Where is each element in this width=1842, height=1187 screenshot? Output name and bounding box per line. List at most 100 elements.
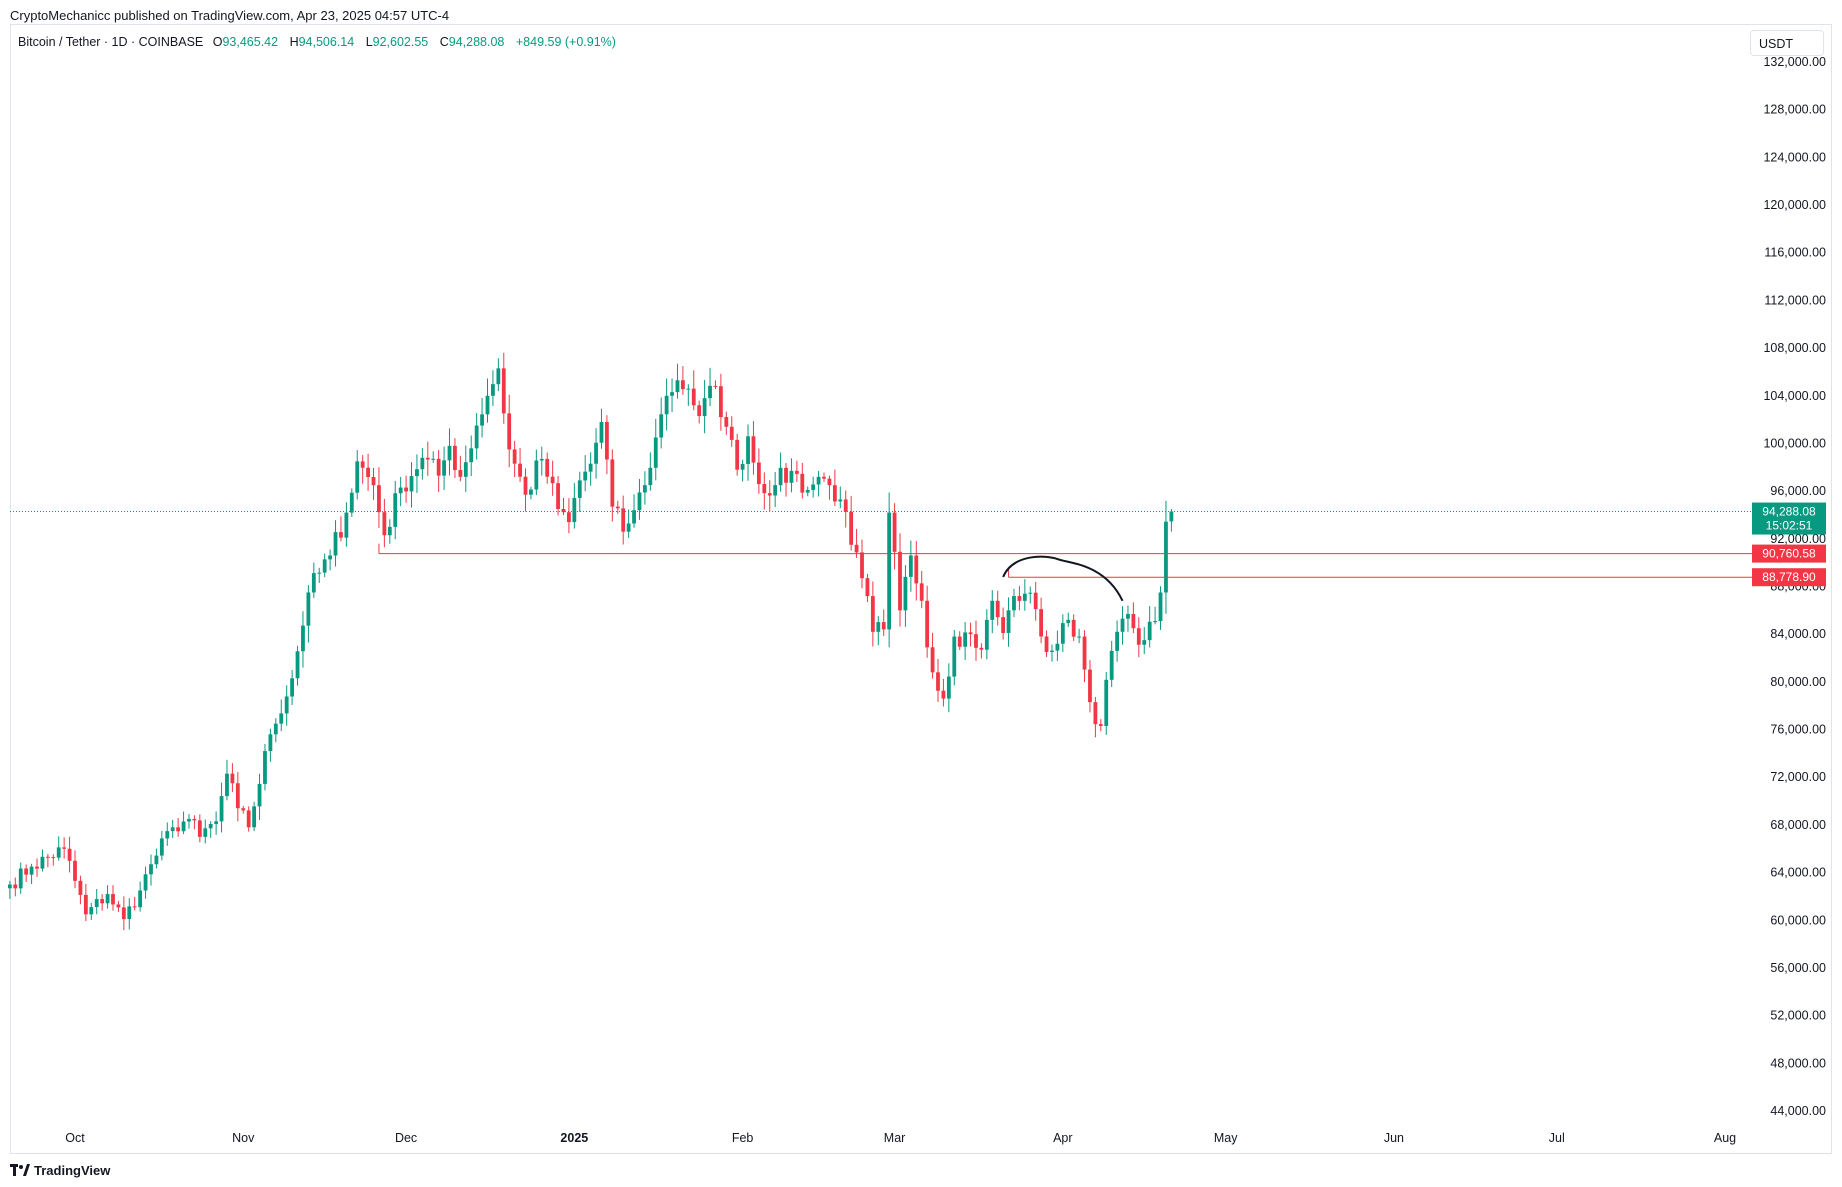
candle-body — [306, 592, 311, 626]
y-tick-label: 60,000.00 — [1770, 913, 1826, 927]
candle-body — [387, 526, 392, 536]
candle-body — [197, 820, 202, 837]
candle-body — [165, 831, 170, 839]
symbol-title[interactable]: Bitcoin / Tether · 1D · COINBASE — [18, 35, 204, 49]
candle-body — [1169, 511, 1174, 522]
candle-body — [1044, 636, 1049, 653]
candle-body — [735, 439, 740, 470]
candle-body — [1022, 593, 1027, 601]
ohlc-legend: Bitcoin / Tether · 1D · COINBASE O93,465… — [18, 35, 624, 49]
candle-body — [263, 751, 267, 784]
candle-body — [235, 783, 240, 809]
candle-body — [149, 864, 153, 875]
low-value: 92,602.55 — [372, 35, 429, 49]
candle-body — [252, 806, 257, 828]
candle-body — [284, 696, 289, 714]
candle-body — [1077, 636, 1082, 638]
candle-body — [697, 405, 702, 417]
y-tick-label: 124,000.00 — [1763, 150, 1826, 164]
y-tick-label: 92,000.00 — [1770, 532, 1826, 546]
candle-body — [881, 622, 886, 630]
candle-body — [35, 866, 39, 869]
candle-body — [507, 413, 512, 450]
candle-body — [1006, 610, 1011, 633]
candle-body — [1050, 650, 1054, 653]
y-tick-label: 112,000.00 — [1764, 293, 1826, 307]
footer-brand[interactable]: TradingView — [10, 1160, 110, 1180]
candle-body — [159, 838, 164, 856]
candle-body — [442, 460, 446, 476]
y-tick-label: 128,000.00 — [1763, 103, 1826, 117]
candle-body — [637, 492, 642, 511]
currency-unit-button[interactable]: USDT — [1750, 30, 1824, 56]
candle-body — [458, 469, 463, 477]
candle-body — [605, 421, 609, 460]
y-tick-label: 104,000.00 — [1763, 389, 1826, 403]
candle-body — [545, 458, 550, 477]
candle-body — [203, 828, 208, 837]
candle-body — [941, 690, 946, 699]
candle-body — [24, 868, 29, 875]
candle-body — [225, 773, 229, 797]
candle-body — [610, 459, 615, 507]
candle-body — [936, 672, 940, 691]
arc-drawing[interactable] — [1002, 555, 1124, 602]
candle-body — [588, 463, 593, 472]
footer-brand-label: TradingView — [34, 1162, 111, 1178]
candle-body — [360, 461, 365, 468]
candle-body — [550, 476, 555, 484]
candle-body — [680, 380, 685, 390]
candle-body — [453, 445, 457, 470]
candle-body — [664, 395, 669, 415]
y-tick-label: 72,000.00 — [1770, 770, 1826, 784]
high-label: H — [289, 35, 299, 49]
candle-body — [523, 476, 528, 495]
candle-body — [447, 445, 452, 461]
candle-body — [491, 384, 495, 396]
candle-body — [659, 414, 664, 438]
x-tick-label: Nov — [232, 1131, 255, 1145]
candle-body — [111, 894, 115, 905]
candle-body — [583, 471, 588, 481]
y-tick-label: 80,000.00 — [1770, 675, 1826, 689]
candle-body — [713, 385, 718, 387]
open-value: 93,465.42 — [222, 35, 279, 49]
candle-body — [653, 437, 658, 468]
candle-body — [1109, 650, 1114, 680]
candle-body — [908, 555, 913, 577]
candle-body — [946, 676, 951, 699]
candle-body — [241, 808, 246, 811]
candle-body — [295, 651, 300, 679]
candle-body — [89, 907, 94, 915]
x-tick-label: Jul — [1549, 1131, 1565, 1145]
candle-body — [349, 492, 354, 513]
candle-body — [187, 818, 191, 822]
candle-body — [56, 847, 61, 858]
candle-body — [740, 463, 745, 470]
candle-body — [778, 467, 783, 486]
candle-body — [1001, 617, 1006, 633]
candle-body — [870, 596, 875, 632]
candle-body — [800, 473, 805, 493]
candle-body — [116, 904, 121, 908]
candle-body — [143, 874, 148, 891]
candle-body — [1055, 643, 1060, 651]
candle-body — [333, 532, 338, 556]
candle-body — [1039, 609, 1044, 637]
candle-body — [132, 906, 137, 908]
candle-body — [572, 497, 577, 523]
candle-body — [431, 458, 436, 460]
candle-body — [838, 499, 843, 502]
candle-body — [1120, 618, 1125, 632]
candle-body — [311, 573, 316, 593]
y-tick-label: 56,000.00 — [1770, 961, 1826, 975]
x-tick-label: May — [1214, 1131, 1238, 1145]
candle-body — [127, 906, 132, 920]
candle-body — [1060, 623, 1065, 644]
candle-body — [805, 489, 810, 493]
candle-body — [176, 827, 181, 832]
candle-body — [219, 796, 224, 822]
candle-body — [62, 847, 67, 849]
candle-body — [594, 442, 598, 464]
